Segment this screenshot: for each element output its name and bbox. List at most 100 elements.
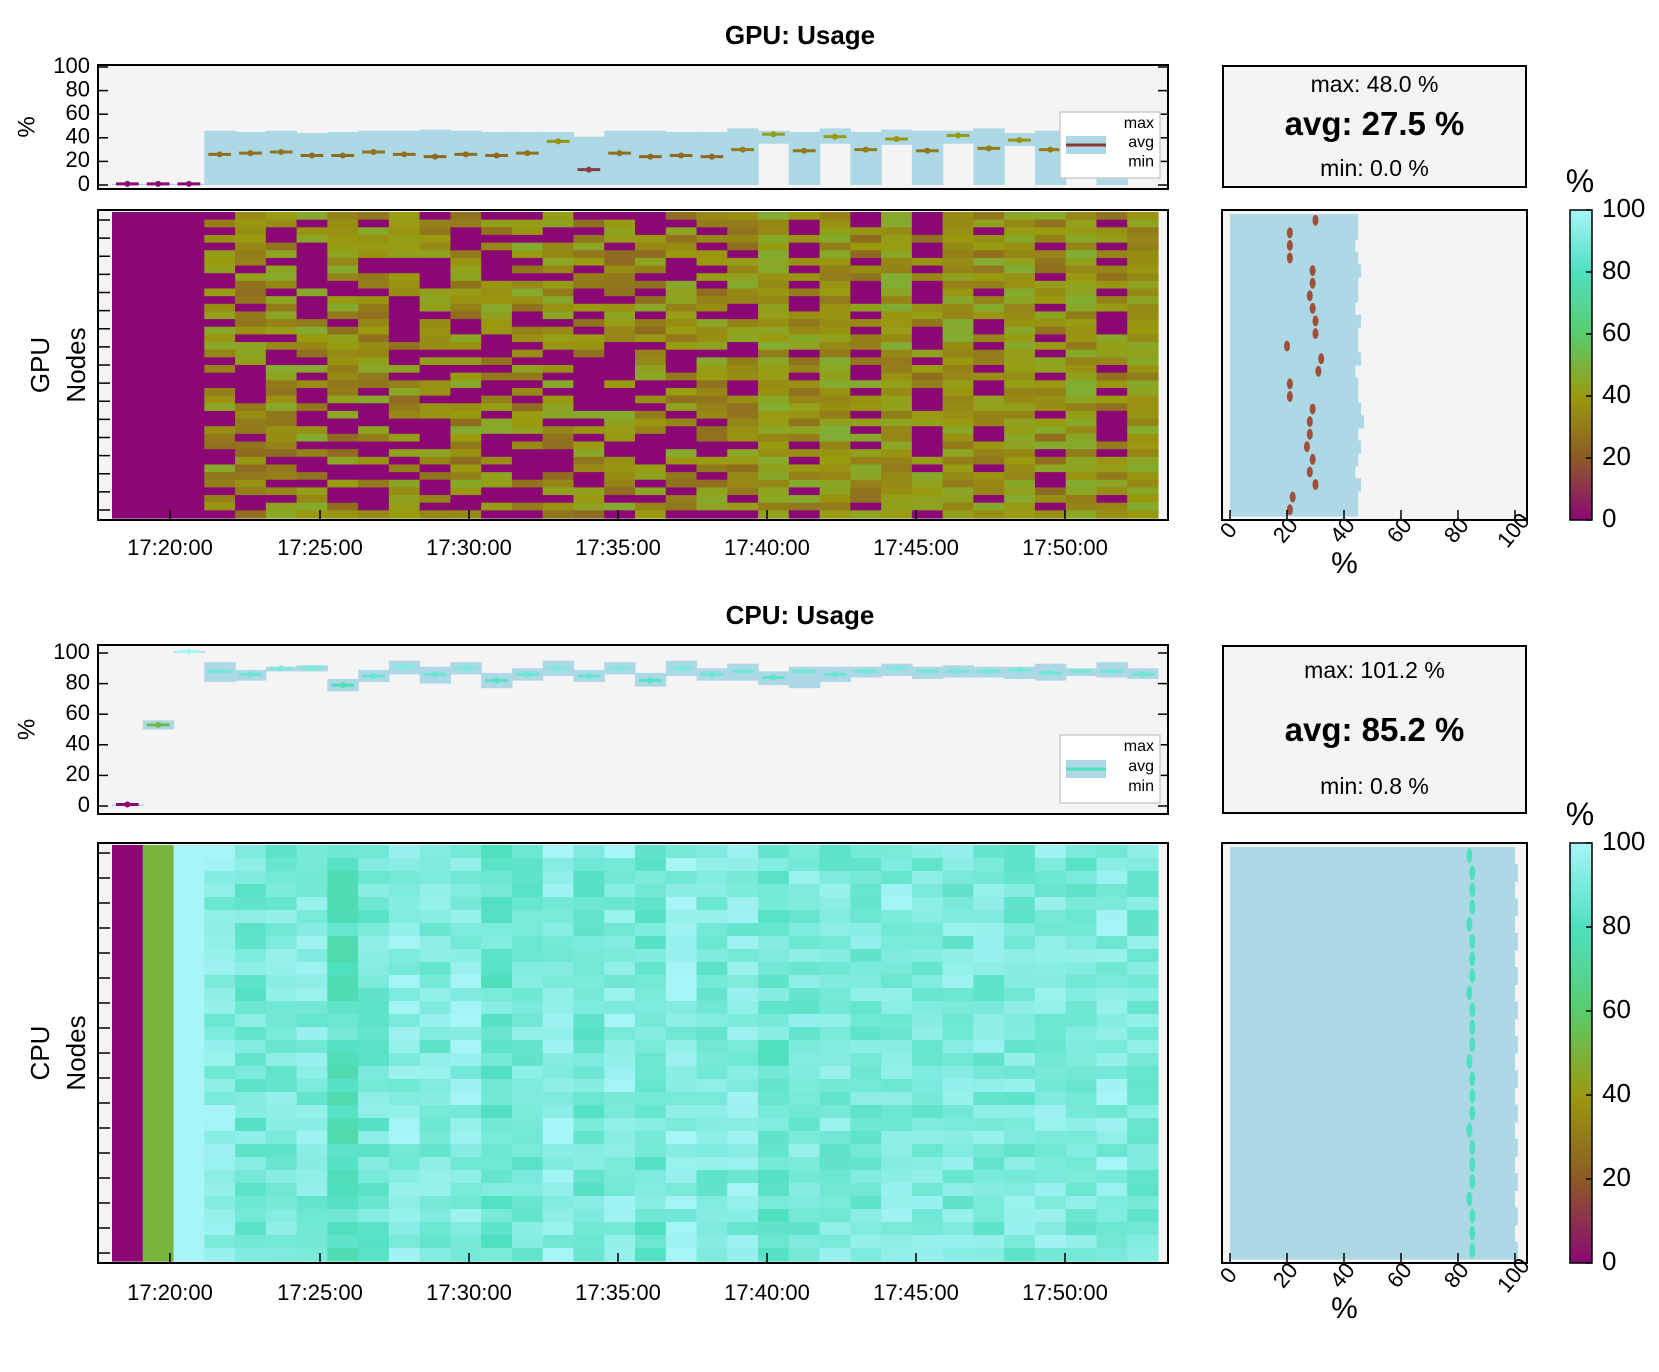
- gpu-heat-cell-15-21: [573, 372, 605, 381]
- gpu-heat-cell-24-15: [850, 326, 882, 335]
- gpu-heat-cell-20-3: [727, 234, 759, 244]
- cpu-heat-cell-18-29: [665, 1222, 698, 1236]
- cpu-heat-cell-29-15: [1004, 1040, 1036, 1054]
- gpu-heat-cell-2-15: [173, 326, 205, 335]
- gpu-heat-cell-21-7: [758, 265, 790, 274]
- gpu-band-24: [850, 131, 882, 185]
- gpu-heat-cell-7-31: [327, 449, 359, 458]
- cpu-heat-cell-17-25: [635, 1170, 667, 1184]
- cpu-heat-cell-14-0: [542, 845, 575, 859]
- gpu-heat-cell-26-6: [911, 257, 944, 267]
- gpu-heat-cell-4-6: [235, 257, 267, 267]
- gpu-heat-cell-28-39: [973, 510, 1005, 519]
- gpu-heat-cell-0-24: [112, 395, 144, 404]
- gpu-heat-cell-21-12: [758, 303, 790, 313]
- cpu-heat-cell-32-31: [1096, 1248, 1128, 1262]
- cpu-heat-cell-22-8: [788, 949, 821, 963]
- gpu-heat-cell-14-37: [542, 495, 575, 504]
- cpu-heat-cell-7-3: [327, 884, 359, 898]
- gpu-heat-cell-14-18: [542, 349, 575, 358]
- gpu-heat-cell-31-20: [1065, 365, 1098, 374]
- gpu-heat-cell-2-7: [173, 265, 205, 274]
- cpu-heat-cell-26-28: [911, 1209, 944, 1223]
- gpu-heat-cell-8-10: [358, 288, 390, 297]
- gpu-heat-cell-24-17: [850, 342, 882, 351]
- gpu-heat-cell-29-19: [1004, 357, 1036, 366]
- gpu-heat-cell-10-29: [419, 433, 452, 443]
- gpu-heat-cell-13-30: [511, 441, 544, 450]
- gpu-heat-cell-23-14: [819, 319, 851, 328]
- cpu-heat-cell-11-1: [450, 858, 482, 872]
- gpu-heat-cell-18-22: [665, 380, 698, 389]
- cpu-heat-cell-26-17: [911, 1066, 944, 1080]
- cpu-avg-point-10: [432, 671, 439, 678]
- cpu-heat-cell-16-24: [604, 1157, 636, 1171]
- cpu-heat-cell-15-25: [573, 1170, 605, 1184]
- gpu-heat-cell-24-9: [850, 280, 882, 290]
- gpu-heat-cell-9-29: [388, 433, 421, 443]
- cpu-heat-cell-28-25: [973, 1170, 1005, 1184]
- cpu-heat-cell-25-27: [881, 1196, 913, 1210]
- cpu-heat-cell-4-14: [235, 1027, 267, 1041]
- gpu-avg-point-6: [308, 152, 315, 159]
- cpu-heat-cell-7-16: [327, 1053, 359, 1067]
- gpu-heat-cell-14-19: [542, 357, 575, 366]
- cpu-heat-cell-19-18: [696, 1079, 728, 1093]
- gpu-heat-cell-24-23: [850, 387, 882, 397]
- gpu-heat-cell-6-3: [296, 234, 328, 244]
- gpu-heat-cell-19-6: [696, 257, 728, 267]
- cpu-heat-cell-11-2: [450, 871, 482, 885]
- gpu-heat-cell-5-0: [265, 212, 298, 221]
- gpu-heat-cell-5-31: [265, 449, 298, 458]
- cpu-heat-cell-31-2: [1065, 871, 1098, 885]
- cpu-heat-cell-4-2: [235, 871, 267, 885]
- gpu-band-15: [573, 136, 605, 185]
- cpu-heat-cell-20-16: [727, 1053, 759, 1067]
- gpu-heat-cell-18-14: [665, 319, 698, 328]
- cpu-heat-cell-6-15: [296, 1040, 328, 1054]
- cpu-heat-cell-28-9: [973, 962, 1005, 976]
- cpu-heat-cell-11-11: [450, 988, 482, 1002]
- gpu-heat-cell-32-30: [1096, 441, 1128, 450]
- gpu-heat-cell-16-7: [604, 265, 636, 274]
- cpu-heat-cell-11-27: [450, 1196, 482, 1210]
- gpu-heat-cell-27-25: [942, 403, 975, 412]
- gpu-heat-cell-19-9: [696, 280, 728, 290]
- gpu-heat-cell-13-28: [511, 426, 544, 435]
- gpu-heat-cell-26-27: [911, 418, 944, 427]
- cpu-xtick-label-2: 17:30:00: [426, 1280, 512, 1305]
- gpu-heat-cell-3-20: [204, 365, 236, 374]
- cpu-side-avg-5: [1469, 933, 1476, 949]
- gpu-heat-cell-27-39: [942, 510, 975, 519]
- gpu-heat-cell-26-10: [911, 288, 944, 297]
- gpu-heat-cell-3-10: [204, 288, 236, 297]
- cpu-heat-cell-17-8: [635, 949, 667, 963]
- gpu-heat-cell-10-26: [419, 410, 452, 420]
- gpu-heat-cell-24-16: [850, 334, 882, 343]
- cpu-heat-cell-9-4: [388, 897, 421, 911]
- cpu-heat-cell-32-20: [1096, 1105, 1128, 1119]
- cpu-heat-cell-31-3: [1065, 884, 1098, 898]
- gpu-heat-cell-33-3: [1127, 234, 1159, 244]
- gpu-heat-cell-0-5: [112, 250, 144, 259]
- cpu-heat-cell-14-7: [542, 936, 575, 950]
- gpu-heat-cell-10-15: [419, 326, 452, 335]
- gpu-heat-cell-17-27: [635, 418, 667, 427]
- gpu-heat-cell-32-6: [1096, 257, 1128, 267]
- cpu-heat-cell-28-18: [973, 1079, 1005, 1093]
- gpu-heat-cell-21-26: [758, 410, 790, 420]
- cpu-heat-cell-28-30: [973, 1235, 1005, 1249]
- gpu-heat-cell-8-3: [358, 234, 390, 244]
- gpu-heat-cell-15-36: [573, 487, 605, 496]
- gpu-heat-cell-8-8: [358, 273, 390, 282]
- gpu-heat-cell-4-17: [235, 342, 267, 351]
- cpu-heat-cell-29-27: [1004, 1196, 1036, 1210]
- cpu-heat-cell-14-2: [542, 871, 575, 885]
- gpu-heat-cell-18-33: [665, 464, 698, 473]
- gpu-heat-cell-13-9: [511, 280, 544, 290]
- cpu-heat-cell-9-22: [388, 1131, 421, 1145]
- gpu-heat-cell-13-31: [511, 449, 544, 458]
- gpu-heat-cell-21-4: [758, 242, 790, 251]
- cpu-heat-cell-3-29: [204, 1222, 236, 1236]
- gpu-heat-cell-14-29: [542, 433, 575, 443]
